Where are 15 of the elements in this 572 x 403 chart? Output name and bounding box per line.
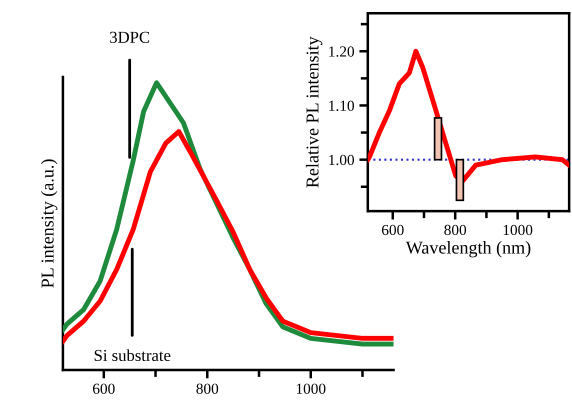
- x-axis-title: Wavelength (nm): [406, 241, 530, 258]
- y-axis-title: PL intensity (a.u.): [40, 159, 58, 288]
- line-series: [368, 48, 570, 184]
- annotation: Si substrate: [94, 349, 170, 362]
- y-tick-label: 1.20: [329, 46, 354, 57]
- y-axis-title: Relative PL intensity: [306, 36, 322, 188]
- x-tick-label: 600: [92, 384, 115, 394]
- y-tick-label: 1.10: [329, 100, 354, 111]
- annotation: 3DPC: [110, 32, 150, 43]
- y-tick-label: 1.00: [329, 154, 354, 166]
- x-tick-label: 600: [382, 224, 404, 236]
- x-tick-label: 800: [444, 224, 466, 236]
- x-tick-label: 800: [196, 384, 218, 394]
- x-tick-label: 1000: [296, 384, 326, 394]
- x-tick-label: 1000: [504, 224, 532, 236]
